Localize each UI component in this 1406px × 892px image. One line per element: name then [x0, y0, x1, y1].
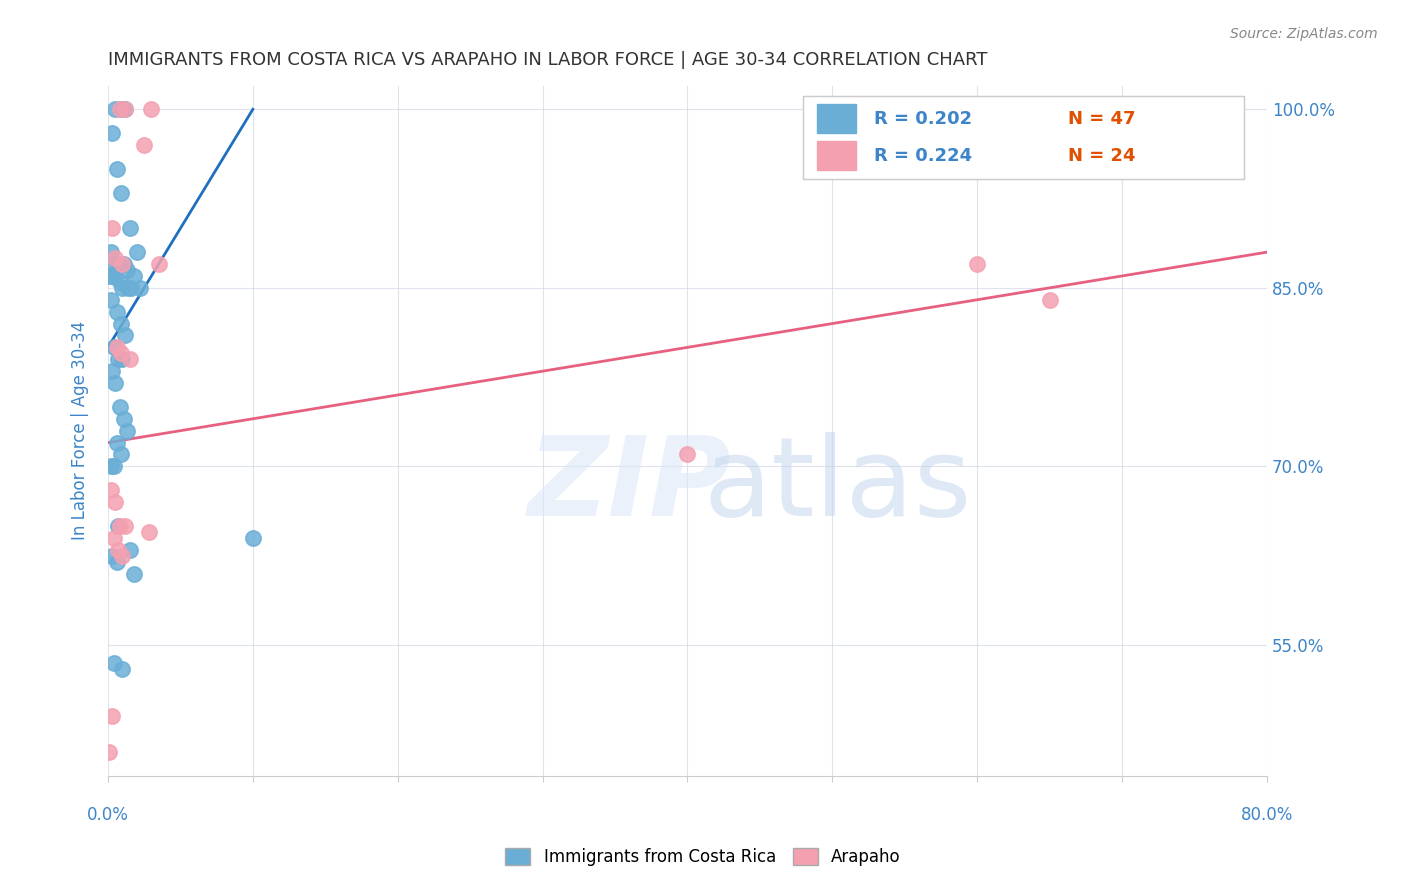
Point: [100, 293, 122, 307]
Point: [111, 662, 134, 676]
Point: [108, 103, 131, 117]
Point: [118, 221, 141, 235]
Point: [111, 103, 134, 117]
Point: [122, 566, 145, 581]
Point: [100, 483, 122, 498]
Point: [105, 435, 128, 450]
Legend: Immigrants from Costa Rica, Arapaho: Immigrants from Costa Rica, Arapaho: [498, 840, 908, 875]
Point: [112, 411, 135, 425]
Point: [148, 257, 170, 271]
Point: [141, 103, 163, 117]
Point: [125, 245, 148, 260]
Point: [110, 346, 132, 360]
Point: [115, 263, 138, 277]
Point: [103, 340, 125, 354]
Text: 0.0%: 0.0%: [87, 805, 129, 823]
Point: [1039, 293, 1062, 307]
Text: ZIP: ZIP: [527, 433, 731, 540]
Point: [676, 448, 699, 462]
Point: [108, 275, 131, 289]
Point: [104, 251, 127, 265]
Point: [114, 519, 136, 533]
Point: [101, 709, 124, 723]
Point: [98, 745, 121, 759]
Point: [105, 340, 128, 354]
Point: [118, 352, 141, 367]
Point: [103, 257, 125, 271]
Text: 80.0%: 80.0%: [1240, 805, 1294, 823]
Point: [128, 281, 150, 295]
Point: [111, 281, 134, 295]
Point: [103, 459, 125, 474]
Point: [105, 304, 128, 318]
Point: [120, 281, 142, 295]
Point: [103, 656, 125, 670]
Y-axis label: In Labor Force | Age 30-34: In Labor Force | Age 30-34: [72, 321, 89, 541]
Point: [114, 328, 136, 343]
Text: Source: ZipAtlas.com: Source: ZipAtlas.com: [1230, 27, 1378, 41]
Point: [101, 221, 124, 235]
Point: [966, 257, 988, 271]
Point: [100, 245, 122, 260]
Point: [110, 317, 132, 331]
Point: [107, 352, 129, 367]
Point: [98, 268, 121, 283]
Point: [104, 103, 127, 117]
Point: [108, 103, 131, 117]
Point: [107, 257, 129, 271]
Point: [100, 459, 122, 474]
Point: [117, 281, 139, 295]
Text: IMMIGRANTS FROM COSTA RICA VS ARAPAHO IN LABOR FORCE | AGE 30-34 CORRELATION CHA: IMMIGRANTS FROM COSTA RICA VS ARAPAHO IN…: [108, 51, 987, 69]
Point: [107, 519, 129, 533]
Point: [107, 542, 129, 557]
Point: [134, 138, 156, 153]
Point: [114, 103, 136, 117]
Point: [110, 448, 132, 462]
Text: atlas: atlas: [704, 433, 973, 540]
Point: [115, 424, 138, 438]
Point: [101, 364, 124, 378]
Point: [104, 376, 127, 390]
Point: [105, 161, 128, 176]
Point: [112, 257, 135, 271]
Point: [104, 495, 127, 509]
Point: [118, 542, 141, 557]
Point: [114, 103, 136, 117]
Point: [108, 519, 131, 533]
Point: [104, 268, 127, 283]
Point: [108, 400, 131, 414]
Point: [122, 268, 145, 283]
Point: [101, 268, 124, 283]
Point: [105, 555, 128, 569]
Point: [138, 524, 160, 539]
Point: [242, 531, 264, 545]
Point: [111, 549, 134, 563]
Point: [103, 531, 125, 545]
Point: [111, 257, 134, 271]
Point: [101, 549, 124, 563]
Point: [111, 352, 134, 367]
Point: [110, 186, 132, 200]
Point: [101, 126, 124, 140]
